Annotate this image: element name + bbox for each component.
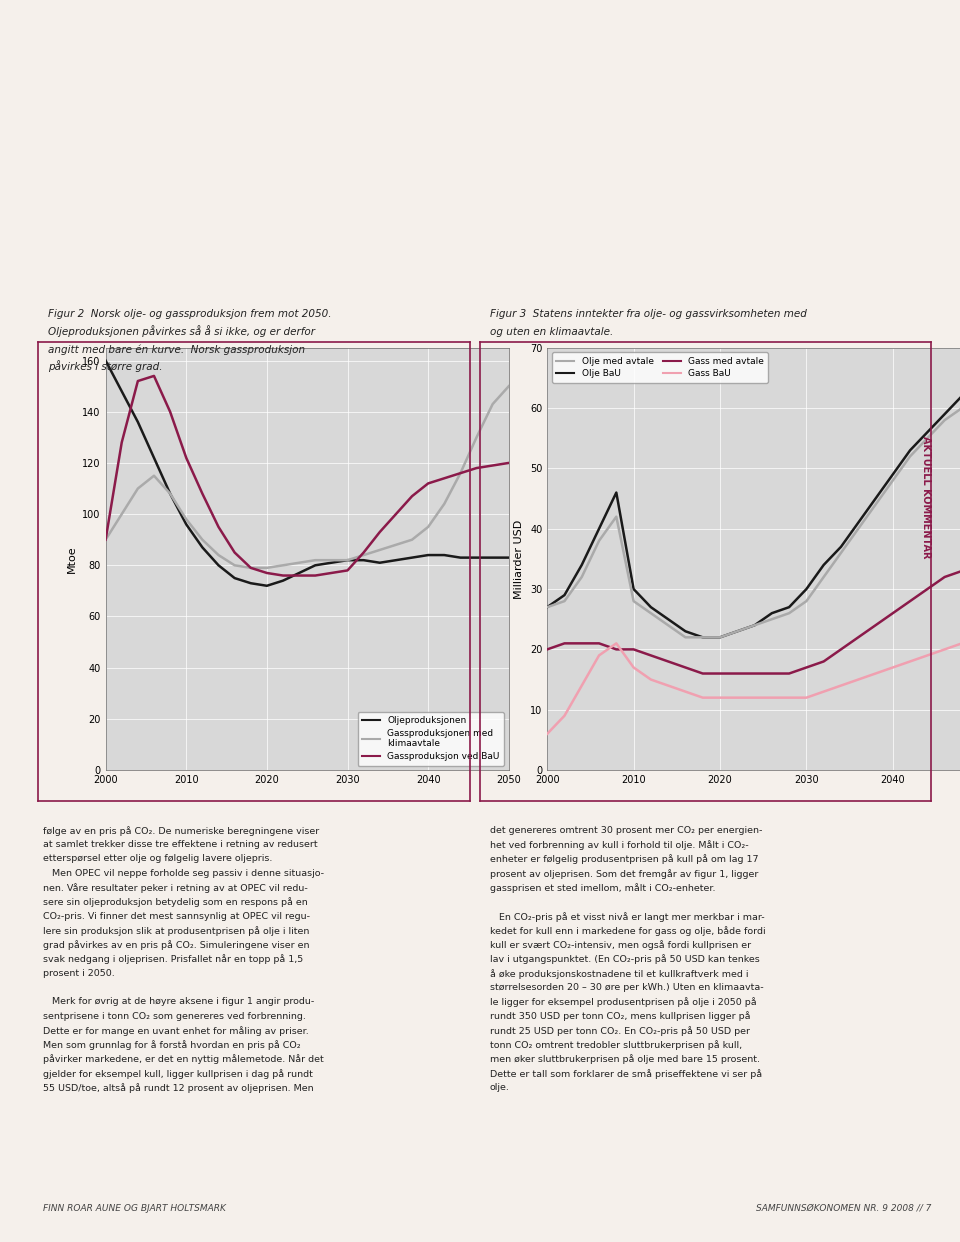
Legend: Oljeproduksjonen, Gassproduksjonen med
klimaavtale, Gassproduksjon ved BaU: Oljeproduksjonen, Gassproduksjonen med k… — [358, 712, 504, 765]
Text: CO₂-pris. Vi finner det mest sannsynlig at OPEC vil regu-: CO₂-pris. Vi finner det mest sannsynlig … — [43, 912, 310, 920]
Text: rundt 350 USD per tonn CO₂, mens kullprisen ligger på: rundt 350 USD per tonn CO₂, mens kullpri… — [490, 1011, 750, 1021]
Text: gassprisen et sted imellom, målt i CO₂-enheter.: gassprisen et sted imellom, målt i CO₂-e… — [490, 883, 715, 893]
Text: olje.: olje. — [490, 1083, 510, 1092]
Legend: Olje med avtale, Olje BaU, Gass med avtale, Gass BaU: Olje med avtale, Olje BaU, Gass med avta… — [552, 353, 768, 383]
Y-axis label: Mtoe: Mtoe — [66, 545, 77, 573]
Text: påvirker markedene, er det en nyttig målemetode. Når det: påvirker markedene, er det en nyttig mål… — [43, 1054, 324, 1064]
Y-axis label: Milliarder USD: Milliarder USD — [515, 519, 524, 599]
Text: sere sin oljeproduksjon betydelig som en respons på en: sere sin oljeproduksjon betydelig som en… — [43, 897, 308, 907]
Text: å øke produksjonskostnadene til et kullkraftverk med i: å øke produksjonskostnadene til et kullk… — [490, 969, 748, 979]
Text: det genereres omtrent 30 prosent mer CO₂ per energien-: det genereres omtrent 30 prosent mer CO₂… — [490, 826, 762, 835]
Text: men øker sluttbrukerprisen på olje med bare 15 prosent.: men øker sluttbrukerprisen på olje med b… — [490, 1054, 759, 1064]
Text: En CO₂-pris på et visst nivå er langt mer merkbar i mar-: En CO₂-pris på et visst nivå er langt me… — [490, 912, 764, 922]
Text: størrelsesorden 20 – 30 øre per kWh.) Uten en klimaavta-: størrelsesorden 20 – 30 øre per kWh.) Ut… — [490, 984, 763, 992]
Text: FINN ROAR AUNE OG BJART HOLTSMARK: FINN ROAR AUNE OG BJART HOLTSMARK — [43, 1203, 226, 1213]
Text: kedet for kull enn i markedene for gass og olje, både fordi: kedet for kull enn i markedene for gass … — [490, 927, 765, 935]
Text: 55 USD/toe, altså på rundt 12 prosent av oljeprisen. Men: 55 USD/toe, altså på rundt 12 prosent av… — [43, 1083, 314, 1093]
Text: le ligger for eksempel produsentprisen på olje i 2050 på: le ligger for eksempel produsentprisen p… — [490, 997, 756, 1007]
Text: nen. Våre resultater peker i retning av at OPEC vil redu-: nen. Våre resultater peker i retning av … — [43, 883, 308, 893]
Text: Figur 2  Norsk olje- og gassproduksjon frem mot 2050.: Figur 2 Norsk olje- og gassproduksjon fr… — [48, 309, 331, 319]
Text: gjelder for eksempel kull, ligger kullprisen i dag på rundt: gjelder for eksempel kull, ligger kullpr… — [43, 1068, 313, 1078]
Text: tonn CO₂ omtrent tredobler sluttbrukerprisen på kull,: tonn CO₂ omtrent tredobler sluttbrukerpr… — [490, 1040, 742, 1049]
Text: følge av en pris på CO₂. De numeriske beregningene viser: følge av en pris på CO₂. De numeriske be… — [43, 826, 320, 836]
Text: Figur 3  Statens inntekter fra olje- og gassvirksomheten med: Figur 3 Statens inntekter fra olje- og g… — [490, 309, 806, 319]
Text: svak nedgang i oljeprisen. Prisfallet når en topp på 1,5: svak nedgang i oljeprisen. Prisfallet nå… — [43, 954, 303, 964]
Text: Men som grunnlag for å forstå hvordan en pris på CO₂: Men som grunnlag for å forstå hvordan en… — [43, 1040, 300, 1049]
Text: påvirkes i større grad.: påvirkes i større grad. — [48, 360, 162, 373]
Text: etterspørsel etter olje og følgelig lavere oljepris.: etterspørsel etter olje og følgelig lave… — [43, 854, 273, 863]
Text: lere sin produksjon slik at produsentprisen på olje i liten: lere sin produksjon slik at produsentpri… — [43, 927, 309, 935]
Text: Oljeproduksjonen påvirkes så å si ikke, og er derfor: Oljeproduksjonen påvirkes så å si ikke, … — [48, 325, 315, 338]
Text: het ved forbrenning av kull i forhold til olje. Målt i CO₂-: het ved forbrenning av kull i forhold ti… — [490, 840, 748, 850]
Text: prosent i 2050.: prosent i 2050. — [43, 969, 115, 977]
Text: enheter er følgelig produsentprisen på kull på om lag 17: enheter er følgelig produsentprisen på k… — [490, 854, 758, 864]
Text: rundt 25 USD per tonn CO₂. En CO₂-pris på 50 USD per: rundt 25 USD per tonn CO₂. En CO₂-pris p… — [490, 1026, 750, 1036]
Text: Dette er for mange en uvant enhet for måling av priser.: Dette er for mange en uvant enhet for må… — [43, 1026, 309, 1036]
Text: Dette er tall som forklarer de små priseffektene vi ser på: Dette er tall som forklarer de små prise… — [490, 1068, 761, 1078]
Text: AKTUELL KOMMENTAR: AKTUELL KOMMENTAR — [922, 436, 931, 558]
Text: og uten en klimaavtale.: og uten en klimaavtale. — [490, 328, 612, 338]
Text: prosent av oljeprisen. Som det fremgår av figur 1, ligger: prosent av oljeprisen. Som det fremgår a… — [490, 869, 758, 878]
Text: grad påvirkes av en pris på CO₂. Simuleringene viser en: grad påvirkes av en pris på CO₂. Simuler… — [43, 940, 310, 950]
Text: at samlet trekker disse tre effektene i retning av redusert: at samlet trekker disse tre effektene i … — [43, 840, 318, 850]
Text: SAMFUNNSØKONOMEN NR. 9 2008 // 7: SAMFUNNSØKONOMEN NR. 9 2008 // 7 — [756, 1203, 931, 1213]
Text: kull er svært CO₂-intensiv, men også fordi kullprisen er: kull er svært CO₂-intensiv, men også for… — [490, 940, 751, 950]
Text: sentprisene i tonn CO₂ som genereres ved forbrenning.: sentprisene i tonn CO₂ som genereres ved… — [43, 1011, 306, 1021]
Text: Merk for øvrig at de høyre aksene i figur 1 angir produ-: Merk for øvrig at de høyre aksene i figu… — [43, 997, 315, 1006]
Text: Men OPEC vil neppe forholde seg passiv i denne situasjo-: Men OPEC vil neppe forholde seg passiv i… — [43, 869, 324, 878]
Text: lav i utgangspunktet. (En CO₂-pris på 50 USD kan tenkes: lav i utgangspunktet. (En CO₂-pris på 50… — [490, 954, 759, 964]
Text: angitt med bare én kurve.  Norsk gassproduksjon: angitt med bare én kurve. Norsk gassprod… — [48, 344, 305, 355]
